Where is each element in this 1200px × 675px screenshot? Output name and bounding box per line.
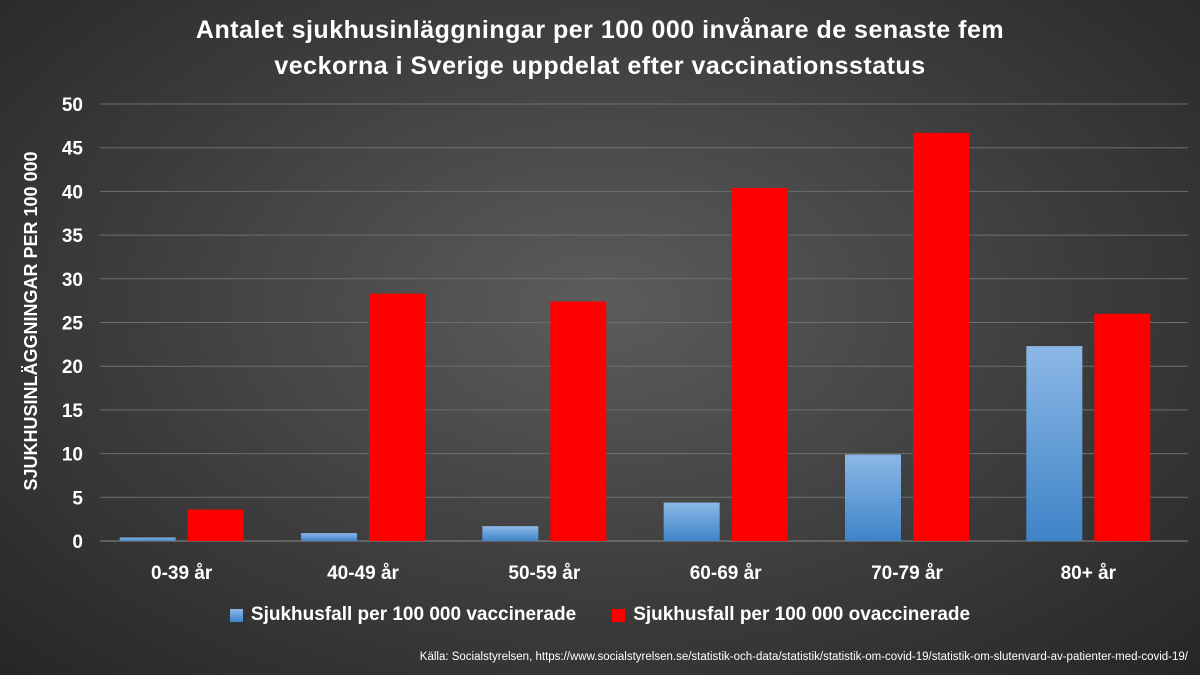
legend-swatch-unvaccinated (612, 608, 626, 622)
y-axis-label: SJUKHUSINLÄGGNINGAR PER 100 000 (21, 151, 41, 490)
bars (119, 132, 1151, 542)
bar-unvaccinated-3 (731, 187, 788, 542)
legend-item-vaccinated: Sjukhusfall per 100 000 vaccinerade (229, 604, 577, 626)
bar-vaccinated-2 (482, 526, 539, 541)
x-category-label-1: 40-49 år (327, 563, 399, 584)
y-tick-label-45: 45 (62, 139, 84, 160)
source-note: Källa: Socialstyrelsen, https://www.soci… (419, 651, 1188, 663)
bar-vaccinated-0 (119, 537, 176, 541)
legend-item-unvaccinated: Sjukhusfall per 100 000 ovaccinerade (612, 604, 970, 626)
x-category-label-2: 50-59 år (508, 563, 580, 584)
y-tick-label-15: 15 (62, 401, 84, 422)
x-category-label-0: 0-39 år (151, 563, 213, 584)
bar-unvaccinated-5 (1094, 313, 1151, 541)
bar-vaccinated-4 (845, 454, 901, 541)
chart-title-line-2: veckorna i Sverige uppdelat efter vaccin… (274, 52, 926, 80)
bar-vaccinated-1 (301, 533, 357, 541)
y-tick-label-30: 30 (62, 270, 83, 291)
legend-swatch-vaccinated (229, 608, 243, 622)
x-category-label-4: 70-79 år (871, 563, 943, 584)
y-tick-label-50: 50 (62, 95, 83, 116)
bar-unvaccinated-2 (550, 301, 607, 541)
y-tick-label-20: 20 (62, 357, 83, 378)
legend: Sjukhusfall per 100 000 vaccinerade Sjuk… (0, 604, 1200, 626)
x-category-label-5: 80+ år (1061, 563, 1117, 584)
y-tick-label-40: 40 (62, 182, 83, 203)
y-axis-ticks: 0 5 10 15 20 25 30 35 40 45 50 (62, 95, 84, 553)
legend-label-unvaccinated: Sjukhusfall per 100 000 ovaccinerade (633, 604, 971, 625)
y-tick-label-25: 25 (62, 314, 84, 335)
chart-title: Antalet sjukhusinläggningar per 100 000 … (0, 12, 1200, 84)
x-axis-categories: 0-39 år 40-49 år 50-59 år 60-69 år 70-79 år 8… (151, 563, 1117, 584)
chart-title-line-1: Antalet sjukhusinläggningar per 100 000 … (195, 16, 1005, 44)
x-category-label-3: 60-69 år (690, 563, 762, 584)
bar-unvaccinated-0 (187, 509, 244, 541)
y-tick-label-0: 0 (72, 532, 83, 553)
grid (100, 103, 1188, 542)
bar-unvaccinated-1 (369, 293, 425, 541)
legend-label-vaccinated: Sjukhusfall per 100 000 vaccinerade (250, 604, 577, 625)
y-tick-label-10: 10 (62, 445, 83, 466)
bar-vaccinated-5 (1026, 346, 1083, 541)
bar-unvaccinated-4 (913, 132, 969, 542)
y-tick-label-35: 35 (62, 226, 84, 247)
y-tick-label-5: 5 (72, 488, 83, 509)
bar-vaccinated-3 (663, 502, 720, 541)
